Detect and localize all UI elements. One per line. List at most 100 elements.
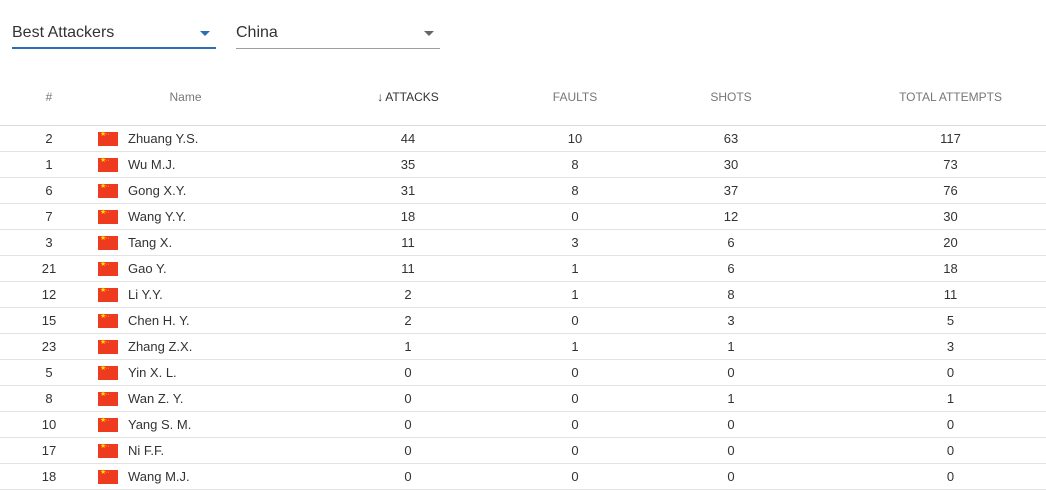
column-header-total-label: TOTAL ATTEMPTS: [899, 90, 1002, 104]
faults-value: 0: [543, 203, 608, 230]
flag-cell: [98, 307, 128, 334]
flag-cell: [98, 463, 128, 490]
column-header-shots[interactable]: SHOTS: [607, 82, 856, 126]
column-header-faults[interactable]: FAULTS: [543, 82, 608, 126]
total-attempts-value: 76: [855, 177, 1046, 204]
attacks-value: 2: [273, 307, 544, 334]
china-flag-icon: [98, 235, 118, 251]
china-flag-icon: [98, 365, 118, 381]
player-name: Yang S. M.: [128, 411, 274, 438]
flag-cell: [98, 437, 128, 464]
player-name: Wan Z. Y.: [128, 385, 274, 412]
total-attempts-value: 73: [855, 151, 1046, 178]
faults-value: 8: [543, 177, 608, 204]
player-number: 17: [0, 437, 98, 464]
shots-value: 0: [607, 411, 856, 438]
china-flag-icon: [98, 261, 118, 277]
flag-cell: [98, 125, 128, 152]
total-attempts-value: 0: [855, 411, 1046, 438]
flag-cell: [98, 385, 128, 412]
faults-value: 8: [543, 151, 608, 178]
player-name: Tang X.: [128, 229, 274, 256]
column-header-number[interactable]: #: [0, 82, 98, 126]
column-header-shots-label: SHOTS: [710, 90, 752, 104]
flag-cell: [98, 333, 128, 360]
attacks-value: 18: [273, 203, 544, 230]
team-dropdown[interactable]: China: [236, 18, 440, 49]
player-name: Gao Y.: [128, 255, 274, 282]
attacks-value: 0: [273, 385, 544, 412]
player-name: Zhang Z.X.: [128, 333, 274, 360]
player-number: 2: [0, 125, 98, 152]
total-attempts-value: 0: [855, 463, 1046, 490]
flag-cell: [98, 203, 128, 230]
column-header-attacks[interactable]: ↓ ATTACKS: [273, 82, 544, 126]
column-header-number-label: #: [45, 90, 53, 104]
attacks-value: 44: [273, 125, 544, 152]
chevron-down-icon: [424, 31, 434, 36]
total-attempts-value: 0: [855, 437, 1046, 464]
player-name: Yin X. L.: [128, 359, 274, 386]
column-header-total-attempts[interactable]: TOTAL ATTEMPTS: [855, 82, 1046, 126]
flag-cell: [98, 255, 128, 282]
player-number: 7: [0, 203, 98, 230]
attacks-value: 11: [273, 229, 544, 256]
attacks-value: 11: [273, 255, 544, 282]
stats-table: # Name ↓ ATTACKS FAULTS SHOTS TOTAL ATTEM…: [0, 82, 1046, 490]
total-attempts-value: 5: [855, 307, 1046, 334]
player-name: Wang Y.Y.: [128, 203, 274, 230]
total-attempts-value: 11: [855, 281, 1046, 308]
player-name: Zhuang Y.S.: [128, 125, 274, 152]
shots-value: 30: [607, 151, 856, 178]
attacks-value: 0: [273, 463, 544, 490]
shots-value: 0: [607, 463, 856, 490]
faults-value: 0: [543, 385, 608, 412]
shots-value: 6: [607, 229, 856, 256]
faults-value: 0: [543, 307, 608, 334]
shots-value: 3: [607, 307, 856, 334]
stat-category-dropdown[interactable]: Best Attackers: [12, 18, 216, 49]
china-flag-icon: [98, 131, 118, 147]
sort-arrow-down-icon: ↓: [377, 90, 384, 104]
player-name: Li Y.Y.: [128, 281, 274, 308]
column-header-faults-label: FAULTS: [552, 90, 598, 104]
flag-cell: [98, 151, 128, 178]
shots-value: 1: [607, 385, 856, 412]
column-header-attacks-label: ATTACKS: [385, 90, 439, 104]
shots-value: 0: [607, 437, 856, 464]
china-flag-icon: [98, 417, 118, 433]
china-flag-icon: [98, 469, 118, 485]
team-value: China: [236, 24, 278, 41]
china-flag-icon: [98, 443, 118, 459]
faults-value: 0: [543, 437, 608, 464]
player-name: Chen H. Y.: [128, 307, 274, 334]
column-header-name[interactable]: Name: [98, 82, 274, 126]
player-name: Gong X.Y.: [128, 177, 274, 204]
attacks-value: 1: [273, 333, 544, 360]
shots-value: 8: [607, 281, 856, 308]
china-flag-icon: [98, 209, 118, 225]
flag-cell: [98, 177, 128, 204]
shots-value: 6: [607, 255, 856, 282]
china-flag-icon: [98, 287, 118, 303]
total-attempts-value: 18: [855, 255, 1046, 282]
shots-value: 63: [607, 125, 856, 152]
player-number: 3: [0, 229, 98, 256]
table-header-row: # Name ↓ ATTACKS FAULTS SHOTS TOTAL ATTEM…: [0, 82, 1046, 126]
faults-value: 1: [543, 333, 608, 360]
flag-cell: [98, 359, 128, 386]
